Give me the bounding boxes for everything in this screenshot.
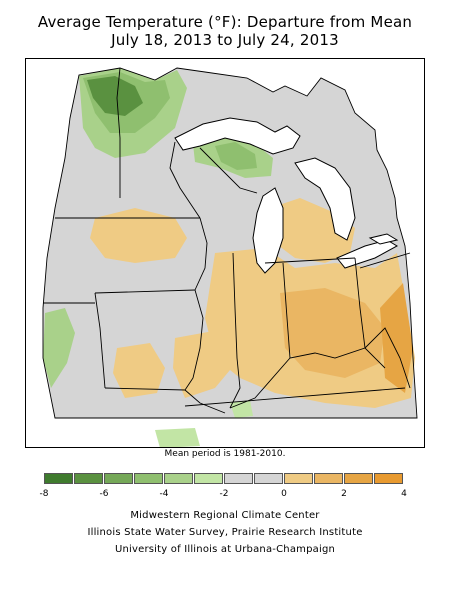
cool-anomaly-west (43, 308, 75, 388)
legend-swatch (374, 473, 403, 484)
warm-anomaly-missouri (113, 343, 165, 398)
warm-anomaly-east-core (380, 283, 413, 393)
legend-swatch (194, 473, 223, 484)
temperature-departure-map (25, 58, 425, 448)
legend-swatch (224, 473, 253, 484)
cool-anomaly-north-deep (87, 76, 143, 116)
cool-anomaly-upper-peninsula-core (215, 142, 257, 170)
legend-tick-label: 0 (281, 489, 287, 499)
legend-swatch (254, 473, 283, 484)
map-date-range: July 18, 2013 to July 24, 2013 (111, 31, 339, 49)
legend-swatch (314, 473, 343, 484)
legend-tick-label: -2 (219, 489, 229, 499)
legend-tick-label: 4 (401, 489, 407, 499)
lake-ontario (368, 233, 399, 245)
cool-anomaly-kentucky (230, 400, 253, 418)
map-frame (25, 58, 425, 448)
mean-period-note: Mean period is 1981-2010. (164, 449, 286, 459)
legend-tick-label: 2 (341, 489, 347, 499)
credit-isws: Illinois State Water Survey, Prairie Res… (87, 527, 363, 538)
lake-superior (174, 117, 301, 155)
legend-tick-label: -4 (159, 489, 169, 499)
cool-anomaly-south (155, 428, 200, 448)
map-title: Average Temperature (°F): Departure from… (37, 13, 413, 31)
lake-huron (294, 157, 356, 241)
warm-anomaly-iowa (90, 208, 187, 263)
credit-uiuc: University of Illinois at Urbana-Champai… (114, 544, 336, 555)
credit-mrcc: Midwestern Regional Climate Center (130, 510, 320, 521)
legend-swatch (134, 473, 163, 484)
legend-tick-label: -8 (39, 489, 49, 499)
legend-swatch (164, 473, 193, 484)
legend-swatch (44, 473, 73, 484)
lake-erie (336, 239, 399, 269)
state-boundaries (42, 67, 418, 419)
legend-swatch (344, 473, 373, 484)
legend-tick-label: -6 (99, 489, 109, 499)
warm-anomaly-illinois (173, 328, 240, 398)
lake-michigan (252, 187, 284, 274)
legend-swatch (74, 473, 103, 484)
warm-anomaly-ohio-core (280, 288, 385, 378)
legend-swatch (284, 473, 313, 484)
legend-swatch (104, 473, 133, 484)
